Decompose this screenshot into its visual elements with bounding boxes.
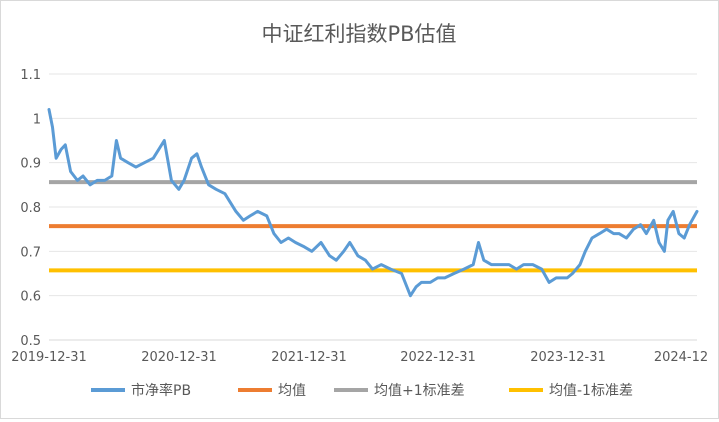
x-tick-label: 2019-12-31 bbox=[11, 350, 87, 365]
reference-lines bbox=[49, 180, 697, 273]
y-tick-label: 0.8 bbox=[20, 201, 41, 216]
x-tick-label: 2020-12-31 bbox=[141, 350, 217, 365]
legend-label-2: 均值+1标准差 bbox=[374, 383, 465, 399]
x-tick-label: 2021-12-31 bbox=[271, 350, 347, 365]
y-tick-label: 0.9 bbox=[20, 157, 41, 172]
x-tick-label: 2024-12 bbox=[654, 350, 708, 365]
series-lines bbox=[47, 108, 699, 298]
grid-lines bbox=[49, 73, 697, 297]
x-tick-label: 2023-12-31 bbox=[530, 350, 606, 365]
legend: 市净率PB 均值 均值+1标准差 均值-1标准差 bbox=[91, 382, 633, 399]
y-tick-label: 0.5 bbox=[20, 334, 41, 349]
x-axis-tick-labels: 2019-12-31 2020-12-31 2021-12-31 2022-12-31… bbox=[11, 350, 708, 365]
series-line-pb bbox=[47, 108, 699, 298]
y-tick-label: 1 bbox=[33, 112, 41, 127]
chart-title: 中证红利指数PB估值 bbox=[261, 22, 456, 46]
y-tick-label: 0.7 bbox=[20, 245, 41, 260]
y-axis-tick-labels: 0.5 0.6 0.7 0.8 0.9 1 1.1 bbox=[20, 68, 41, 349]
legend-label-0: 市净率PB bbox=[131, 382, 191, 399]
y-tick-label: 0.6 bbox=[20, 290, 41, 305]
legend-label-3: 均值-1标准差 bbox=[549, 383, 633, 399]
y-tick-label: 1.1 bbox=[20, 68, 41, 83]
legend-label-1: 均值 bbox=[278, 383, 306, 399]
x-tick-label: 2022-12-31 bbox=[400, 350, 476, 365]
